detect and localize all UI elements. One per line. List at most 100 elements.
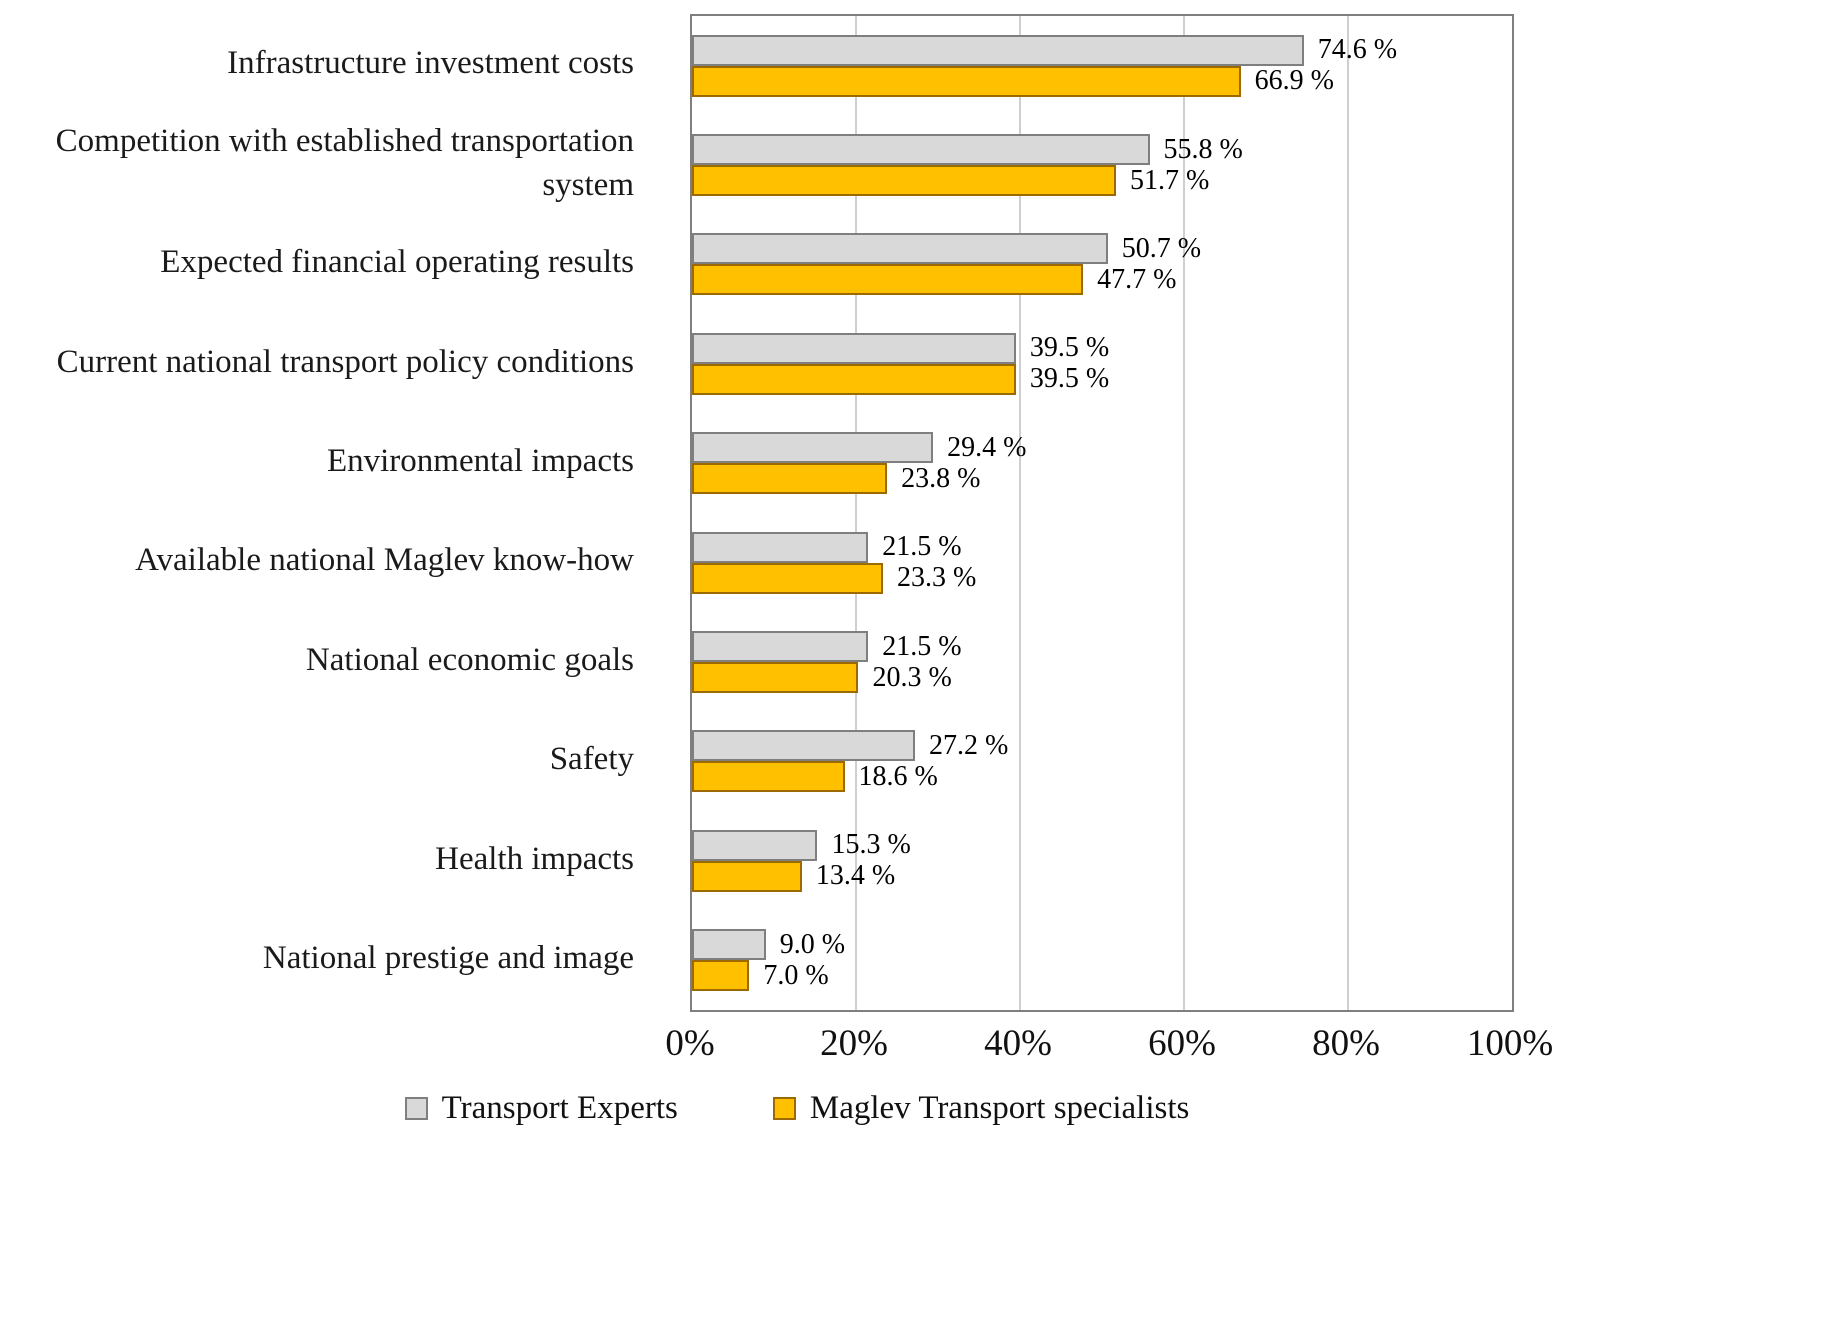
bar-line: 21.5 % xyxy=(692,531,1512,563)
x-tick-label: 80% xyxy=(1312,1023,1380,1064)
bar-line: 29.4 % xyxy=(692,431,1512,464)
bar-line: 9.0 % xyxy=(692,928,1512,961)
bar-group: 21.5 % 23.3 % xyxy=(692,513,1512,612)
bar-line: 66.9 % xyxy=(692,65,1512,97)
value-label: 29.4 % xyxy=(947,431,1027,463)
category-labels: Infrastructure investment costs Competiti… xyxy=(0,14,660,1008)
legend-swatch xyxy=(404,1097,428,1120)
value-label: 20.3 % xyxy=(872,661,952,693)
value-label: 27.2 % xyxy=(929,729,1009,761)
maglev-transport-specialists-bar xyxy=(692,463,888,495)
bar-group: 55.8 % 51.7 % xyxy=(692,115,1512,214)
value-label: 18.6 % xyxy=(858,760,938,792)
transport-experts-bar xyxy=(692,929,766,961)
transport-experts-bar xyxy=(692,730,916,762)
transport-experts-bar xyxy=(692,829,818,861)
maglev-transport-specialists-bar xyxy=(692,65,1241,97)
x-axis: 0% 20% 40% 60% 80% 100% xyxy=(665,1022,1553,1076)
category-label: Infrastructure investment costs xyxy=(227,45,634,82)
value-label: 15.3 % xyxy=(831,829,911,861)
bar-line: 18.6 % xyxy=(692,760,1512,793)
bar-group: 29.4 % 23.8 % xyxy=(692,414,1512,513)
category-label: National economic goals xyxy=(305,641,634,678)
transport-experts-bar xyxy=(692,531,869,563)
gridline xyxy=(1019,16,1021,1010)
value-label: 74.6 % xyxy=(1317,34,1398,66)
maglev-transport-specialists-bar xyxy=(692,761,845,793)
value-label: 39.5 % xyxy=(1029,363,1110,395)
x-tick-label: 60% xyxy=(1148,1023,1216,1064)
x-tick-label: 20% xyxy=(820,1023,888,1064)
x-tick-label: 0% xyxy=(665,1023,715,1064)
bar-line: 39.5 % xyxy=(692,363,1512,395)
gridline xyxy=(1183,16,1185,1010)
gridline xyxy=(855,16,857,1010)
value-label: 66.9 % xyxy=(1254,65,1334,97)
category-label: Expected financial operating results xyxy=(160,244,634,281)
value-label: 50.7 % xyxy=(1121,232,1202,264)
bar-line: 21.5 % xyxy=(692,630,1512,663)
value-label: 23.3 % xyxy=(897,562,977,594)
value-label: 13.4 % xyxy=(815,860,896,892)
category-label: Environmental impacts xyxy=(326,443,634,480)
value-label: 7.0 % xyxy=(763,959,829,991)
bar-line: 15.3 % xyxy=(692,829,1512,861)
bar-group: 15.3 % 13.4 % xyxy=(692,811,1512,910)
bar-line: 51.7 % xyxy=(692,164,1512,197)
value-label: 21.5 % xyxy=(882,630,962,662)
bar-line: 7.0 % xyxy=(692,959,1512,992)
transport-experts-bar xyxy=(692,631,869,663)
x-tick-label: 100% xyxy=(1466,1023,1554,1064)
bar-group: 74.6 % 66.9 % xyxy=(692,16,1512,115)
maglev-transport-specialists-bar xyxy=(692,562,884,594)
bar-group: 21.5 % 20.3 % xyxy=(692,612,1512,711)
bar-line: 50.7 % xyxy=(692,232,1512,265)
legend-label: Maglev Transport specialists xyxy=(809,1090,1190,1126)
legend-item: Transport Experts xyxy=(404,1090,678,1127)
legend-swatch xyxy=(772,1097,796,1120)
value-label: 55.8 % xyxy=(1163,133,1243,165)
maglev-transport-specialists-bar xyxy=(692,363,1016,395)
value-label: 47.7 % xyxy=(1097,263,1177,295)
category-label: Competition with established transportat… xyxy=(55,122,634,204)
bar-line: 13.4 % xyxy=(692,860,1512,892)
category-label: Available national Maglev know-how xyxy=(135,542,634,579)
transport-experts-bar xyxy=(692,432,934,464)
category-label: Current national transport policy condit… xyxy=(56,343,634,380)
bar-line: 23.8 % xyxy=(692,462,1512,495)
transport-experts-bar xyxy=(692,233,1108,265)
maglev-transport-specialists-bar xyxy=(692,960,750,992)
value-label: 39.5 % xyxy=(1029,332,1110,364)
bar-line: 27.2 % xyxy=(692,729,1512,762)
category-label: National prestige and image xyxy=(262,940,634,977)
bar-line: 47.7 % xyxy=(692,263,1512,296)
x-tick-label: 40% xyxy=(984,1023,1052,1064)
transport-experts-bar xyxy=(692,332,1016,364)
category-label: Safety xyxy=(549,741,634,778)
bar-line: 23.3 % xyxy=(692,562,1512,594)
maglev-transport-specialists-bar xyxy=(692,860,802,892)
maglev-transport-specialists-bar xyxy=(692,264,1084,296)
bar-group: 9.0 % 7.0 % xyxy=(692,911,1512,1010)
maglev-transport-specialists-bar xyxy=(692,165,1116,197)
transport-experts-bar xyxy=(692,34,1304,66)
gridline xyxy=(1347,16,1349,1010)
maglev-transport-specialists-bar xyxy=(692,662,859,694)
transport-experts-bar xyxy=(692,134,1150,166)
legend: Transport Experts Maglev Transport specia… xyxy=(0,1090,1719,1127)
bar-line: 55.8 % xyxy=(692,133,1512,166)
plot-area: 74.6 % 66.9 % 55.8 % 51.7 % 50.7 % 47.7 % 39.5… xyxy=(690,14,1514,1012)
legend-item: Maglev Transport specialists xyxy=(772,1090,1190,1127)
bar-line: 20.3 % xyxy=(692,661,1512,694)
category-label: Health impacts xyxy=(435,840,634,877)
value-label: 51.7 % xyxy=(1129,164,1210,196)
bar-line: 74.6 % xyxy=(692,34,1512,66)
legend-label: Transport Experts xyxy=(441,1090,678,1126)
value-label: 9.0 % xyxy=(779,928,846,960)
bar-group: 50.7 % 47.7 % xyxy=(692,215,1512,314)
value-label: 21.5 % xyxy=(882,531,962,563)
bar-group: 27.2 % 18.6 % xyxy=(692,712,1512,811)
value-label: 23.8 % xyxy=(901,462,981,494)
bar-group: 39.5 % 39.5 % xyxy=(692,314,1512,413)
